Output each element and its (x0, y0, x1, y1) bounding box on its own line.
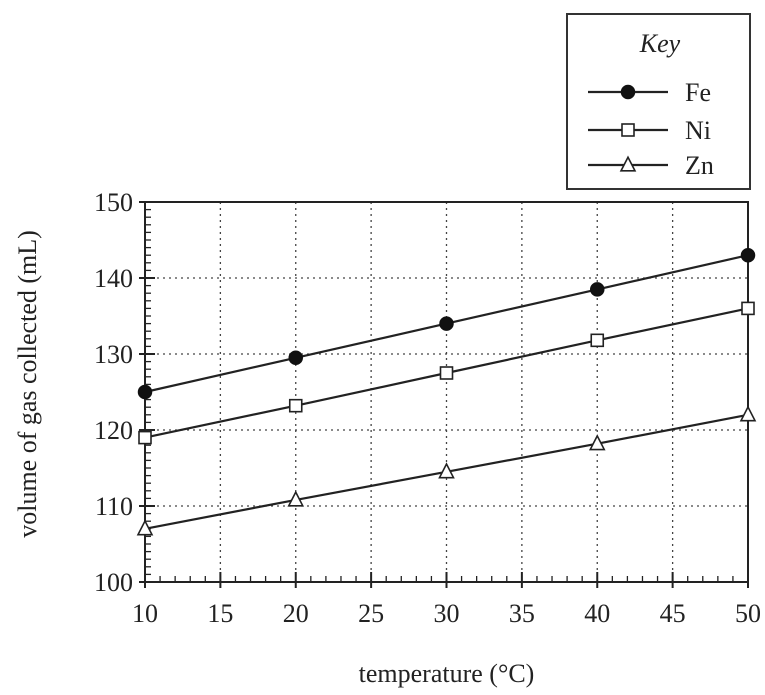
x-tick-label: 15 (207, 599, 233, 628)
legend-item-fe: Fe (588, 78, 711, 107)
legend-label-zn: Zn (685, 151, 714, 180)
data-point-zn (438, 462, 455, 479)
y-axis-title: volume of gas collected (mL) (13, 230, 42, 538)
grid-lines (145, 202, 748, 582)
minor-ticks (144, 201, 749, 583)
series-fe (137, 247, 756, 400)
data-point-zn (588, 434, 606, 451)
data-point-ni (138, 430, 152, 445)
x-tick-label: 30 (434, 599, 460, 628)
y-tick-label: 150 (94, 188, 133, 217)
legend-marker-fe (620, 84, 636, 100)
y-tick-label: 130 (94, 340, 133, 369)
legend-label-fe: Fe (685, 78, 711, 107)
series-zn (136, 405, 757, 536)
x-tick-label: 45 (660, 599, 686, 628)
x-axis-title: temperature (°C) (359, 659, 535, 688)
data-point-fe (740, 247, 756, 263)
data-point-fe (288, 350, 303, 366)
data-point-fe (590, 282, 605, 297)
legend-marker-zn (619, 155, 637, 172)
legend-box (566, 13, 751, 190)
plot-frame (144, 201, 749, 583)
legend-item-zn: Zn (588, 151, 714, 180)
data-point-ni (439, 366, 454, 380)
series-layer (136, 247, 757, 536)
data-point-ni (741, 301, 755, 316)
data-point-zn (136, 519, 154, 536)
y-tick-label: 140 (94, 264, 133, 293)
x-tick-label: 20 (283, 599, 309, 628)
x-axis-ticks: 10 15 20 25 30 35 40 45 50 (132, 572, 761, 628)
y-tick-label: 110 (95, 492, 133, 521)
legend-title: Key (639, 29, 681, 58)
legend-item-ni: Ni (588, 116, 711, 145)
x-tick-label: 50 (735, 599, 761, 628)
legend-label-ni: Ni (685, 116, 711, 145)
data-point-zn (739, 405, 757, 422)
x-tick-label: 10 (132, 599, 158, 628)
y-tick-label: 100 (94, 568, 133, 597)
data-point-zn (287, 490, 305, 507)
y-tick-label: 120 (94, 416, 133, 445)
x-tick-label: 25 (358, 599, 384, 628)
legend-items: Fe Ni Zn (588, 78, 714, 180)
x-tick-label: 35 (509, 599, 535, 628)
data-point-fe (439, 316, 454, 331)
y-axis-ticks: 100 110 120 130 140 150 (94, 188, 155, 597)
data-point-ni (288, 398, 303, 413)
legend-marker-ni (621, 123, 635, 137)
legend: Key Fe Ni Zn (566, 13, 751, 190)
series-ni (138, 301, 755, 445)
data-point-ni (590, 333, 605, 348)
data-point-fe (137, 384, 153, 400)
x-tick-label: 40 (584, 599, 610, 628)
